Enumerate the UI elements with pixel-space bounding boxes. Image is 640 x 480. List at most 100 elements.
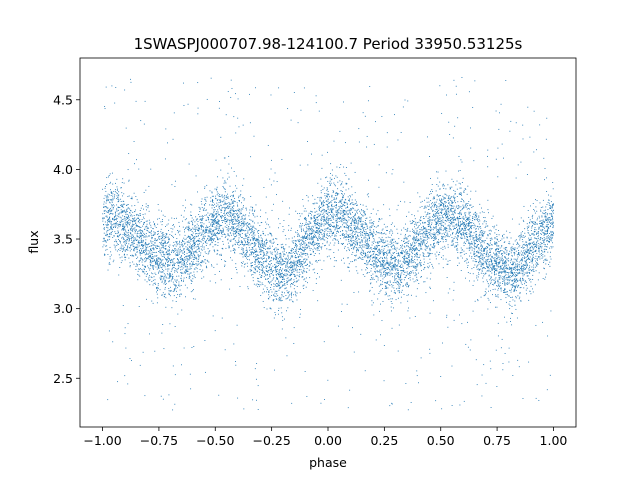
data-point <box>546 221 548 223</box>
data-point <box>322 218 324 220</box>
data-point <box>109 219 111 221</box>
data-point <box>468 225 469 227</box>
data-point <box>435 203 437 205</box>
data-point <box>274 172 276 174</box>
data-point <box>165 297 167 299</box>
data-point <box>416 247 417 249</box>
data-point <box>115 240 117 242</box>
data-point <box>362 214 364 216</box>
data-point <box>467 203 469 204</box>
data-point <box>156 291 157 293</box>
data-point <box>368 236 370 238</box>
data-point <box>105 215 107 217</box>
data-point <box>438 228 440 230</box>
data-point <box>437 210 439 212</box>
data-point <box>280 299 282 301</box>
data-point <box>421 238 423 240</box>
data-point <box>134 217 136 219</box>
data-point <box>138 250 140 252</box>
data-point <box>346 207 348 208</box>
data-point <box>218 225 220 227</box>
data-point <box>476 254 478 256</box>
data-point <box>187 271 188 272</box>
data-point <box>382 266 384 268</box>
data-point <box>413 246 414 248</box>
data-point <box>157 266 159 268</box>
data-point <box>209 232 211 234</box>
data-point <box>241 248 243 250</box>
data-point <box>318 228 320 230</box>
data-point <box>518 243 520 245</box>
data-point <box>405 283 407 285</box>
data-point <box>262 244 264 246</box>
data-point <box>190 257 192 259</box>
data-point <box>351 240 353 242</box>
data-point <box>121 182 123 184</box>
data-point <box>468 213 470 215</box>
data-point <box>142 270 144 272</box>
data-point <box>402 250 404 252</box>
data-point <box>502 261 503 263</box>
data-point <box>193 274 195 276</box>
data-point <box>107 210 109 212</box>
data-point <box>150 240 152 242</box>
data-point <box>505 260 507 262</box>
data-point <box>165 241 166 243</box>
data-point <box>340 212 342 214</box>
data-point <box>497 176 499 178</box>
data-point <box>363 223 365 225</box>
data-point <box>197 264 199 266</box>
data-point <box>381 233 383 235</box>
data-point <box>505 291 507 293</box>
data-point <box>278 281 280 283</box>
data-point <box>225 206 227 208</box>
data-point <box>182 220 184 222</box>
data-point <box>298 253 300 255</box>
data-point <box>235 210 236 212</box>
data-point <box>134 231 136 232</box>
data-point <box>324 399 325 400</box>
data-point <box>313 244 315 246</box>
data-point <box>494 243 496 245</box>
data-point <box>256 283 258 285</box>
data-point <box>314 242 316 244</box>
data-point <box>527 246 528 248</box>
data-point <box>394 245 395 247</box>
data-point <box>498 285 500 287</box>
data-point <box>159 238 161 240</box>
data-point <box>509 267 511 269</box>
data-point <box>377 225 379 227</box>
data-point <box>310 213 311 214</box>
data-point <box>406 294 408 296</box>
data-point <box>215 216 217 218</box>
data-point <box>207 216 209 218</box>
data-point <box>472 285 474 286</box>
data-point <box>109 199 111 201</box>
data-point <box>292 272 294 274</box>
data-point <box>441 237 443 239</box>
data-point <box>467 225 469 227</box>
data-point <box>417 240 419 242</box>
data-point <box>305 219 306 221</box>
data-point <box>228 163 230 165</box>
data-point <box>394 259 396 261</box>
data-point <box>457 256 459 258</box>
data-point <box>276 249 278 251</box>
data-point <box>481 253 483 255</box>
data-point <box>302 266 304 268</box>
data-point <box>345 212 347 214</box>
data-point <box>234 236 235 238</box>
data-point <box>261 250 263 252</box>
data-point <box>301 248 303 250</box>
data-point <box>462 222 464 224</box>
data-point <box>494 256 496 258</box>
data-point <box>514 278 516 280</box>
data-point <box>519 272 520 273</box>
data-point <box>171 307 173 309</box>
data-point <box>256 238 258 240</box>
data-point <box>461 229 462 231</box>
data-point <box>139 254 141 256</box>
data-point <box>414 237 416 239</box>
data-point <box>463 250 465 252</box>
data-point <box>492 226 494 227</box>
